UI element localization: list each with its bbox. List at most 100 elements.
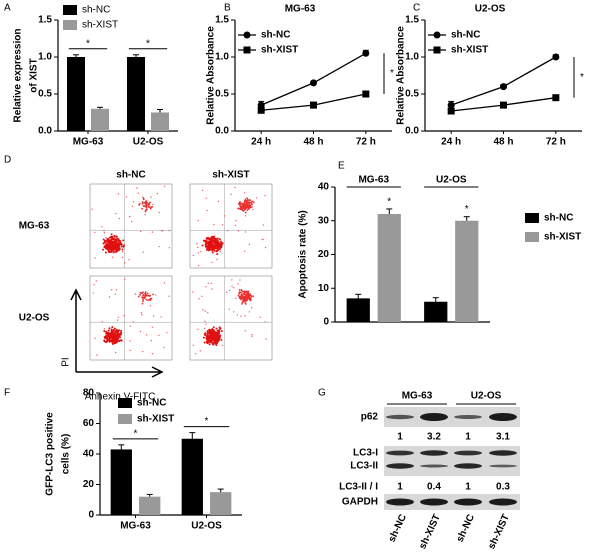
event-dot (131, 205, 134, 207)
event-dot (144, 296, 146, 299)
event-dot (216, 253, 219, 256)
event-dot (118, 217, 121, 220)
event-dot (149, 297, 152, 300)
event-dot (196, 242, 198, 245)
event-dot (239, 204, 242, 207)
blot-quant: 0.3 (496, 482, 510, 493)
legend-label: sh-XIST (261, 45, 298, 56)
event-dot (247, 293, 250, 296)
event-dot (141, 292, 144, 294)
marker (362, 90, 370, 98)
event-dot (221, 224, 224, 226)
event-dot (116, 319, 119, 321)
event-dot (118, 250, 120, 252)
event-dot (194, 353, 197, 355)
event-dot (104, 244, 107, 247)
event-dot (108, 336, 111, 339)
event-dot (102, 248, 105, 251)
event-dot (108, 296, 111, 298)
event-dot (217, 329, 220, 332)
event-dot (218, 248, 221, 251)
event-dot (146, 201, 149, 204)
x-tick-label: 72 h (546, 137, 566, 148)
marker (552, 94, 560, 102)
blot-band (454, 415, 482, 419)
event-dot (142, 198, 145, 201)
event-dot (249, 294, 252, 297)
event-dot (93, 283, 95, 286)
y-tick-label: 0 (323, 317, 329, 328)
event-dot (251, 203, 253, 206)
y-axis-label: cells (%) (61, 434, 72, 475)
event-dot (206, 339, 209, 342)
event-dot (151, 231, 154, 233)
event-dot (215, 342, 218, 345)
event-dot (112, 329, 115, 332)
event-dot (214, 237, 217, 240)
event-dot (241, 303, 243, 305)
event-dot (114, 236, 117, 238)
event-dot (251, 208, 254, 211)
event-dot (146, 292, 149, 295)
y-tick-label: 0.5 (405, 89, 419, 100)
event-dot (141, 202, 144, 205)
event-dot (238, 289, 241, 291)
event-dot (201, 295, 203, 298)
event-dot (240, 297, 243, 299)
event-dot (242, 203, 245, 206)
significance-mark: * (387, 196, 391, 207)
event-dot (239, 201, 241, 204)
event-dot (210, 242, 213, 245)
event-dot (168, 247, 171, 249)
event-dot (112, 247, 115, 250)
event-dot (145, 298, 148, 301)
event-dot (117, 316, 119, 318)
event-dot (115, 247, 118, 250)
event-dot (113, 241, 116, 244)
y-tick-label: 1.0 (215, 52, 229, 63)
bar (424, 301, 448, 322)
flow-plot (189, 275, 273, 361)
event-dot (142, 205, 145, 207)
event-dot (206, 338, 209, 341)
blot-row-label: LC3-I (353, 448, 378, 459)
event-dot (244, 296, 247, 298)
event-dot (215, 327, 218, 330)
event-dot (163, 346, 165, 349)
event-dot (110, 250, 113, 253)
blot-band (489, 413, 517, 421)
bar (127, 57, 145, 131)
event-dot (199, 350, 202, 352)
event-dot (115, 289, 118, 291)
legend-label: sh-XIST (137, 414, 174, 425)
bar (455, 220, 479, 322)
event-dot (101, 320, 103, 323)
event-dot (201, 189, 204, 192)
event-dot (240, 208, 242, 211)
event-dot (155, 294, 157, 296)
x-tick-label: U2-OS (133, 137, 164, 148)
event-dot (205, 248, 208, 251)
event-dot (111, 235, 114, 238)
event-dot (113, 244, 116, 247)
lane-label: sh-NC (387, 513, 409, 544)
event-dot (105, 330, 108, 333)
event-dot (243, 208, 246, 211)
chart-title: U2-OS (475, 4, 506, 15)
event-dot (113, 334, 116, 337)
event-dot (217, 332, 220, 335)
event-dot (237, 283, 239, 285)
panel-label: C (413, 3, 420, 14)
event-dot (202, 239, 205, 242)
y-tick-label: 1.5 (215, 15, 229, 26)
legend-swatch (63, 20, 77, 30)
event-dot (210, 339, 213, 342)
marker (243, 46, 251, 54)
event-dot (107, 331, 110, 334)
event-dot (136, 187, 138, 189)
y-axis-label: Apoptosis rate (%) (298, 210, 309, 298)
x-tick-label: MG-63 (73, 137, 104, 148)
event-dot (248, 243, 251, 246)
event-dot (152, 203, 154, 206)
